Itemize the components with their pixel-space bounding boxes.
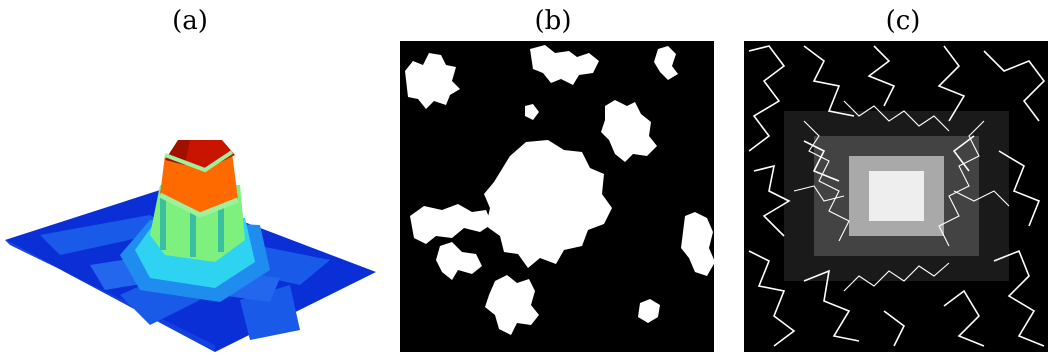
binary-cluster-panel xyxy=(400,41,714,352)
surface-plot xyxy=(5,140,376,352)
panel-b-label: (b) xyxy=(534,6,572,36)
binary-cluster-image xyxy=(400,41,714,352)
random-walk-image xyxy=(744,41,1048,352)
panel-c-label: (c) xyxy=(885,6,921,36)
random-walk-panel xyxy=(744,41,1048,352)
panel-a-label: (a) xyxy=(172,6,208,36)
dense-center xyxy=(784,111,1009,281)
surface-plot-panel xyxy=(0,40,376,352)
